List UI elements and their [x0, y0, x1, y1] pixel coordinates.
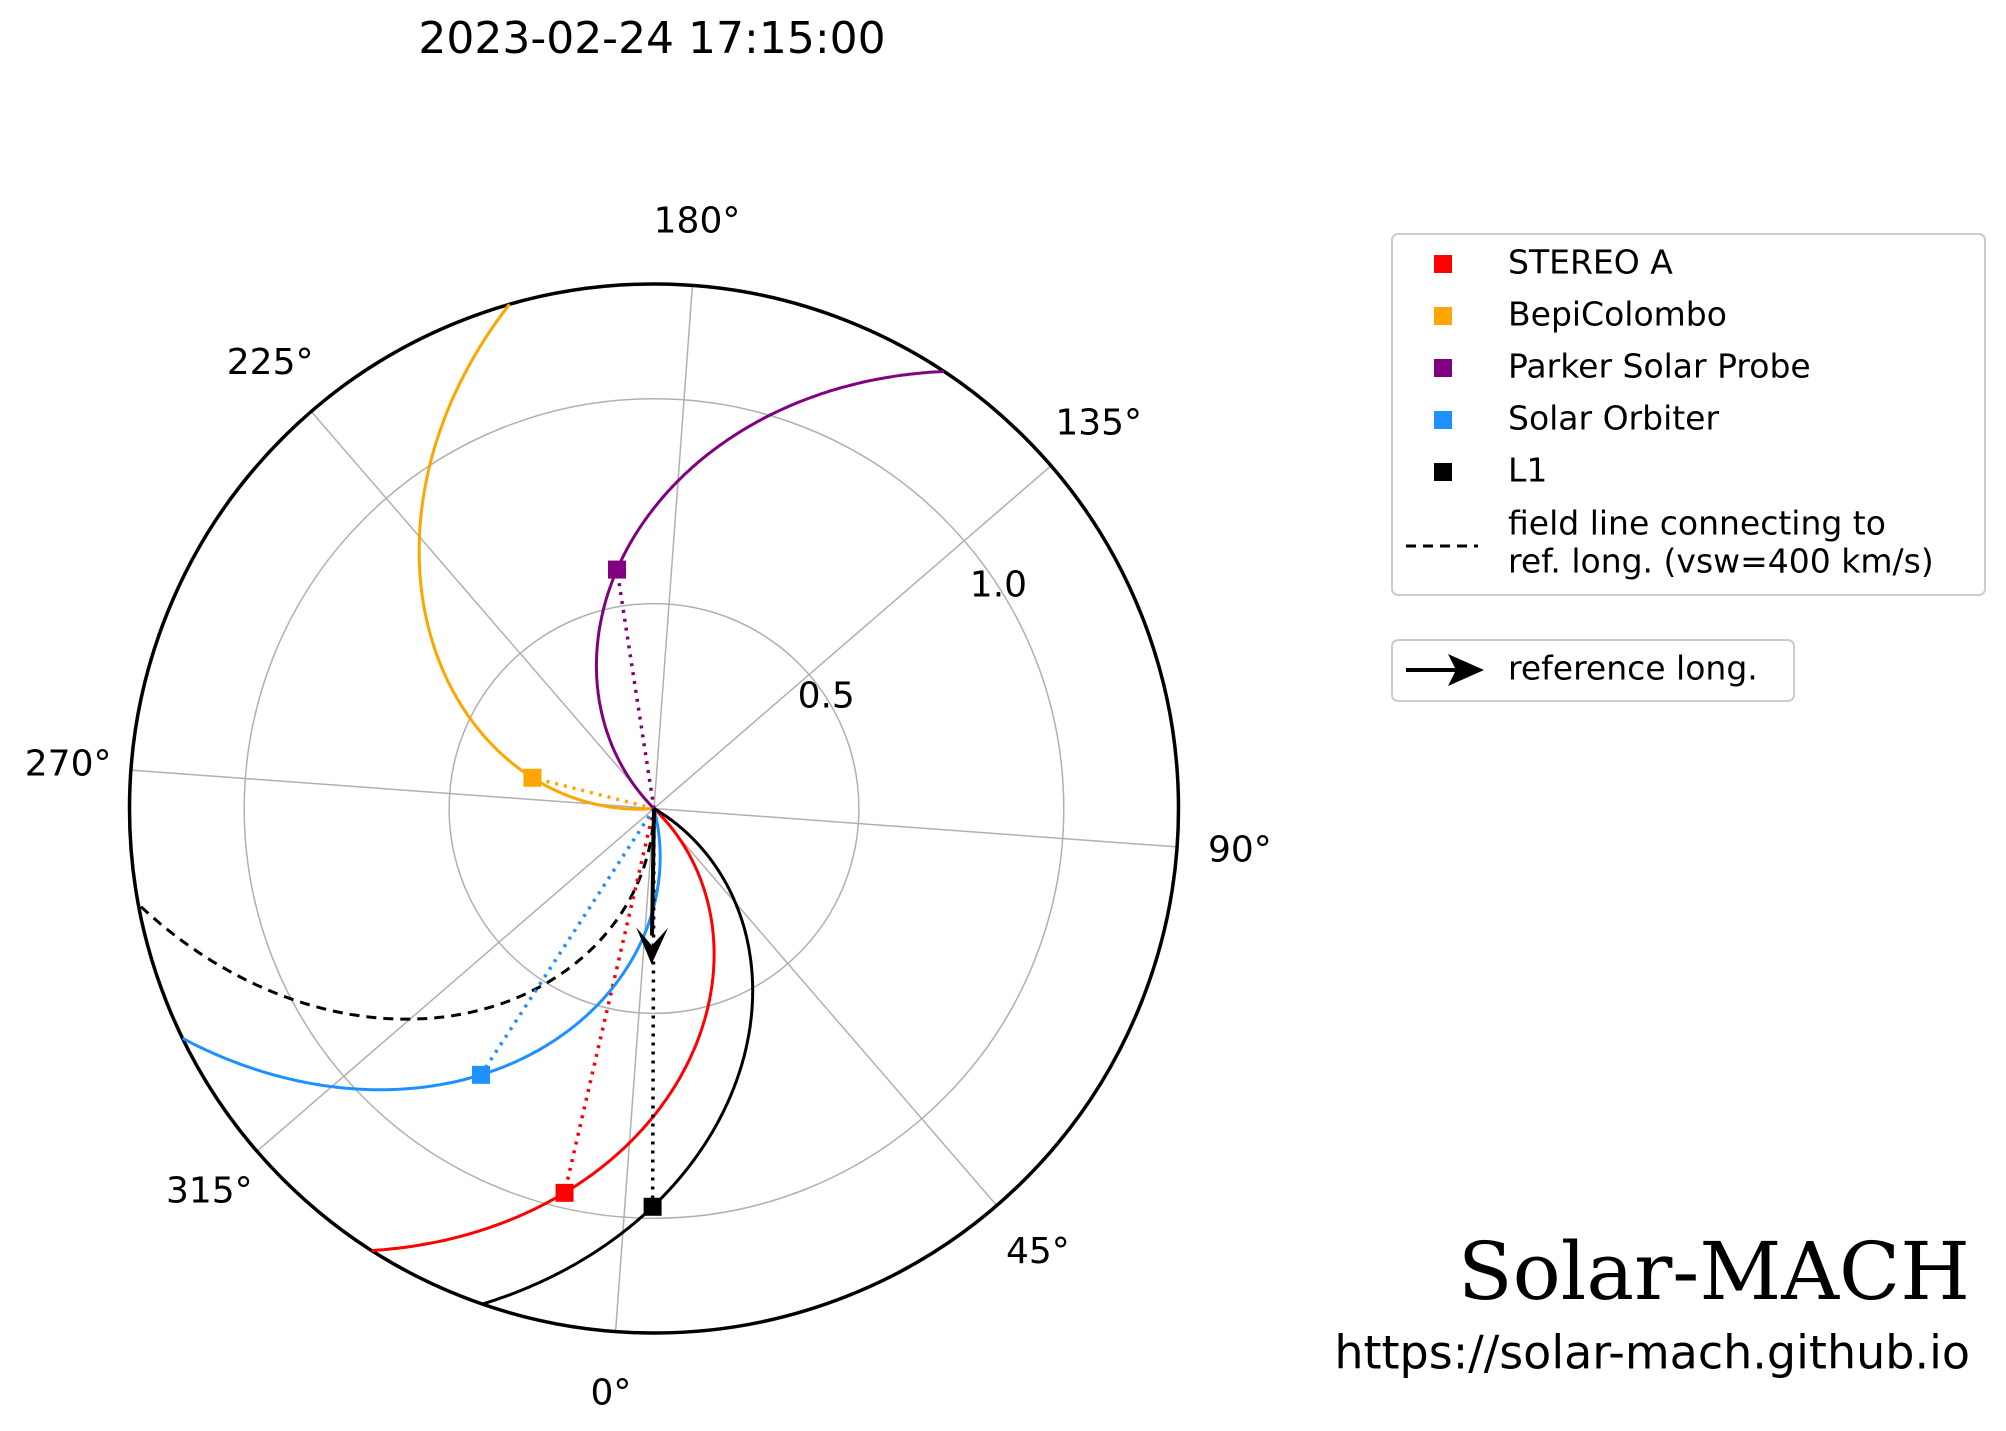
- spacecraft-marker: [555, 1183, 574, 1202]
- theta-tick-label: 315°: [166, 1170, 253, 1211]
- legend-label: field line connecting to: [1508, 504, 1886, 543]
- spacecraft-marker: [523, 768, 542, 787]
- chart-title: 2023-02-24 17:15:00: [418, 13, 885, 64]
- theta-tick-label: 45°: [1006, 1231, 1070, 1272]
- grid-spoke: [653, 465, 1052, 810]
- legend-label: ref. long. (vsw=400 km/s): [1508, 542, 1934, 581]
- reference-legend-box: [1391, 639, 1795, 702]
- connecting-line: [479, 807, 656, 1076]
- r-tick-label: 0.5: [798, 676, 855, 717]
- legend-marker: [1434, 307, 1452, 325]
- spacecraft-marker: [643, 1197, 662, 1216]
- legend-marker: [1434, 359, 1452, 377]
- grid-spoke: [256, 807, 655, 1152]
- legend-marker: [1434, 411, 1452, 429]
- legend-marker: [1434, 255, 1452, 273]
- theta-tick-label: 270°: [25, 743, 112, 784]
- legend-label: reference long.: [1508, 649, 1758, 688]
- field-line: [481, 807, 755, 1306]
- field-line: [594, 370, 945, 810]
- reference-arrowhead: [636, 927, 669, 965]
- legend-label: Solar Orbiter: [1508, 399, 1719, 438]
- theta-tick-label: 135°: [1055, 403, 1142, 444]
- grid-circle: [243, 397, 1065, 1220]
- grid-circle: [448, 602, 860, 1015]
- theta-tick-label: 90°: [1208, 830, 1272, 871]
- r-tick-label: 1.0: [970, 565, 1027, 606]
- reference-arrow: [650, 808, 656, 936]
- theta-tick-label: 180°: [654, 201, 741, 242]
- watermark: Solar-MACH: [1458, 1225, 1970, 1318]
- url: https://solar-mach.github.io: [1334, 1326, 1970, 1380]
- legend-label: L1: [1508, 451, 1547, 490]
- field-line: [371, 807, 716, 1252]
- legend-label: STEREO A: [1508, 243, 1673, 282]
- connecting-line: [532, 776, 655, 811]
- grid-spoke: [653, 285, 694, 809]
- grid-spoke: [653, 808, 998, 1207]
- reference-field-line: [137, 808, 656, 1021]
- legend-arrowhead: [1448, 654, 1484, 686]
- theta-tick-label: 225°: [227, 342, 314, 383]
- grid-spoke: [653, 807, 1178, 848]
- connecting-line: [562, 808, 656, 1194]
- legend-box: [1391, 233, 1986, 596]
- field-line: [181, 808, 662, 1092]
- legend-label: BepiColombo: [1508, 295, 1727, 334]
- spacecraft-marker: [472, 1065, 491, 1084]
- connecting-line: [650, 808, 656, 1207]
- spacecraft-marker: [608, 560, 627, 579]
- theta-tick-label: 0°: [591, 1372, 632, 1413]
- legend-label: Parker Solar Probe: [1508, 347, 1811, 386]
- field-line: [417, 303, 655, 811]
- outer-circle: [127, 282, 1181, 1335]
- grid-spoke: [614, 808, 655, 1332]
- grid-spoke: [310, 410, 655, 809]
- grid-spoke: [130, 769, 655, 810]
- legend-marker: [1434, 463, 1452, 481]
